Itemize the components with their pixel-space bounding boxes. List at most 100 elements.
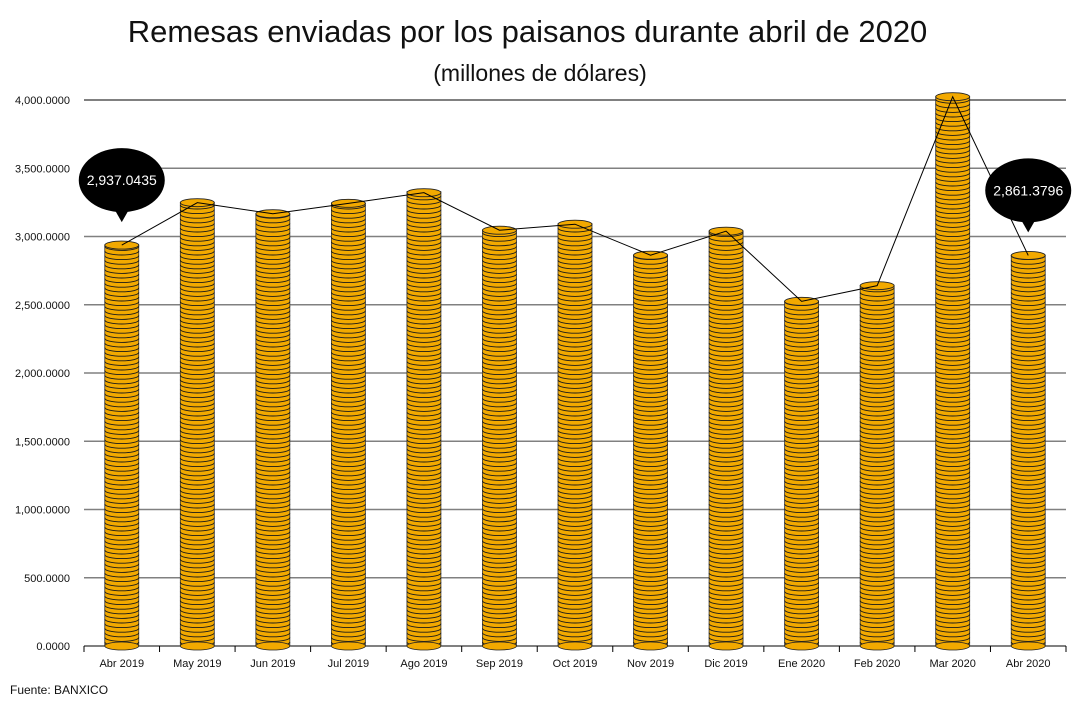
coin-edge: [179, 329, 215, 334]
coin-edge: [935, 494, 971, 500]
coin-edge: [557, 260, 593, 265]
coin-edge: [255, 595, 291, 601]
coin-edge: [104, 278, 140, 284]
coin-edge: [179, 273, 215, 279]
coin-edge: [1010, 375, 1046, 380]
coin-edge: [482, 563, 517, 569]
coin-edge: [557, 375, 593, 380]
coin-edge: [482, 439, 517, 445]
coin-edge: [633, 531, 668, 537]
coin-edge: [708, 333, 744, 339]
coin-edge: [255, 508, 291, 514]
coin-edge: [179, 260, 215, 265]
coin-edge: [179, 306, 215, 311]
coin-edge: [255, 352, 291, 357]
coin-edge: [557, 342, 593, 348]
bar: [104, 240, 140, 651]
coin-edge: [633, 618, 668, 624]
coin-edge: [633, 315, 668, 320]
coin-edge: [482, 609, 517, 615]
coin-edge: [935, 554, 971, 560]
coin-edge: [255, 554, 291, 560]
coin-edge: [1010, 536, 1046, 541]
coin-edge: [557, 582, 593, 587]
coin-edge: [104, 540, 140, 546]
coin-edge: [557, 301, 593, 307]
coin-edge: [935, 356, 971, 362]
coin-edge: [557, 329, 593, 334]
coin-edge: [557, 609, 593, 615]
coin-edge: [330, 232, 366, 238]
coin-edge: [104, 301, 140, 307]
coin-edge: [330, 379, 366, 385]
coin-edge: [104, 600, 140, 606]
coin-edge: [859, 637, 895, 642]
coin-edge: [104, 572, 140, 578]
coin-edge: [935, 503, 971, 509]
coin-edge: [255, 246, 291, 251]
coin-edge: [104, 563, 140, 569]
coin-edge: [482, 540, 517, 546]
coin-edge: [859, 379, 895, 385]
coin-edge: [708, 559, 744, 564]
coin-edge: [482, 329, 517, 334]
coin-edge: [557, 287, 593, 293]
coin-edge: [330, 490, 366, 495]
coin-edge: [482, 411, 517, 417]
coin-edge: [708, 453, 744, 458]
coin-edge: [255, 582, 291, 587]
coin-edge: [104, 361, 140, 366]
coin-edge: [104, 384, 140, 389]
coin-edge: [708, 513, 744, 518]
coin-edge: [330, 218, 366, 224]
coin-edge: [557, 384, 593, 389]
x-tick-label: Abr 2020: [1006, 658, 1051, 670]
coin-edge: [935, 131, 971, 136]
coin-edge: [104, 559, 140, 564]
coin-edge: [255, 457, 291, 463]
coin-edge: [104, 485, 140, 491]
coin-edge: [482, 365, 517, 371]
coin-edge: [557, 467, 593, 472]
coin-edge: [330, 563, 366, 569]
x-tick-label: Jul 2019: [328, 658, 370, 670]
coin-edge: [255, 591, 291, 596]
coin-edge: [330, 499, 366, 504]
coin-edge: [255, 283, 291, 288]
coin-edge: [935, 154, 971, 159]
coin-edge: [1010, 494, 1046, 500]
coin-edge: [1010, 283, 1046, 288]
coin-edge: [330, 352, 366, 357]
coin-edge: [255, 549, 291, 555]
coin-edge: [179, 223, 215, 228]
coin-edge: [482, 273, 517, 279]
coin-edge: [557, 398, 593, 403]
coin-edge: [859, 476, 895, 481]
coin-edge: [255, 223, 291, 228]
coin-edge: [633, 522, 668, 527]
coin-edge: [406, 609, 442, 615]
coin-edge: [179, 637, 215, 642]
coin-edge: [179, 453, 215, 458]
coin-edge: [708, 582, 744, 587]
coin-edge: [935, 393, 971, 399]
coin-edge: [708, 444, 744, 449]
coin-edge: [1010, 618, 1046, 624]
coin-edge: [859, 577, 895, 583]
coin-edge: [330, 255, 366, 261]
coin-edge: [330, 384, 366, 389]
coin-edge: [330, 269, 366, 274]
coin-edge: [633, 264, 668, 270]
coin-edge: [1010, 370, 1046, 376]
coin-edge: [330, 204, 366, 210]
coin-edge: [406, 324, 442, 330]
coin-edge: [633, 462, 668, 468]
coin-edge: [784, 398, 820, 403]
coin-edge: [859, 393, 895, 399]
coin-edge: [557, 471, 593, 477]
coin-edge: [179, 522, 215, 527]
coin-edge: [784, 637, 820, 642]
coin-edge: [330, 605, 366, 610]
coin-edge: [406, 370, 442, 376]
coin-edge: [330, 586, 366, 592]
